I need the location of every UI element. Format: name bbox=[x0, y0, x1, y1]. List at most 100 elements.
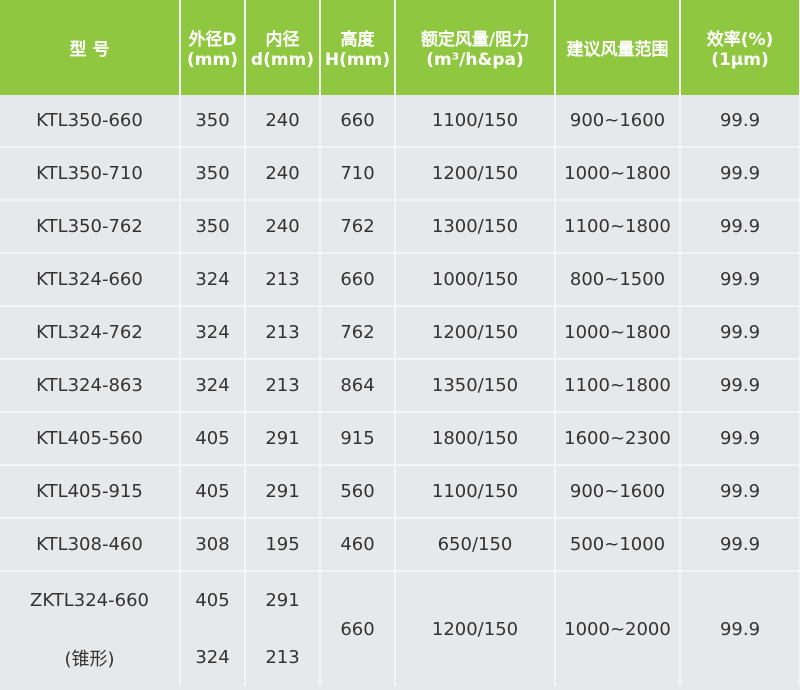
cell: ZKTL324-660 bbox=[0, 571, 181, 629]
header-line: (m³/h&pa) bbox=[426, 50, 524, 70]
cell: 240 bbox=[245, 95, 321, 148]
header-cell: 型 号 bbox=[0, 0, 181, 95]
cell: 1000/150 bbox=[395, 253, 556, 307]
cell: 915 bbox=[320, 412, 396, 466]
cell: 405 bbox=[180, 465, 246, 519]
cell: 660 bbox=[320, 253, 396, 307]
header-line: 内径 bbox=[265, 30, 300, 50]
cell: 213 bbox=[245, 253, 321, 307]
cell: 99.9 bbox=[680, 253, 800, 307]
header-line: (1μm) bbox=[711, 50, 769, 70]
cell: KTL350-710 bbox=[0, 147, 181, 201]
cell: 99.9 bbox=[680, 465, 800, 519]
cell: 291 bbox=[245, 412, 321, 466]
header-cell: 建议风量范围 bbox=[555, 0, 681, 95]
row: KTL350-660 350 240 660 1100/150 900~1600 99.9 bbox=[0, 95, 800, 148]
cell: 500~1000 bbox=[555, 518, 681, 572]
cell: 900~1600 bbox=[555, 95, 681, 148]
cell: KTL324-863 bbox=[0, 359, 181, 413]
cell: 460 bbox=[320, 518, 396, 572]
header-cell: 额定风量/阻力 (m³/h&pa) bbox=[395, 0, 556, 95]
header-cell: 内径 d(mm) bbox=[245, 0, 321, 95]
cell: 1200/150 bbox=[395, 306, 556, 360]
row: KTL350-762 350 240 762 1300/150 1100~1800 99.9 bbox=[0, 200, 800, 254]
cell: KTL324-660 bbox=[0, 253, 181, 307]
cell: 350 bbox=[180, 95, 246, 148]
cell: 1100/150 bbox=[395, 465, 556, 519]
cell: (锥形) bbox=[0, 629, 181, 686]
row: KTL308-460 308 195 460 650/150 500~1000 99.9 bbox=[0, 518, 800, 572]
header-line: 外径D bbox=[188, 30, 237, 50]
header-line: H(mm) bbox=[324, 50, 391, 70]
cell: 1100~1800 bbox=[555, 200, 681, 254]
cell: 405 bbox=[180, 412, 246, 466]
cell: 560 bbox=[320, 465, 396, 519]
cell: 99.9 bbox=[680, 95, 800, 148]
header-line: 建议风量范围 bbox=[566, 40, 669, 60]
cell: 1000~1800 bbox=[555, 306, 681, 360]
merged-row: ZKTL324-660 405 291 660 1200/150 1000~2000 99.… bbox=[0, 571, 800, 686]
cell: 660 bbox=[320, 571, 396, 686]
cell: 240 bbox=[245, 147, 321, 201]
cell: KTL324-762 bbox=[0, 306, 181, 360]
cell: 1000~2000 bbox=[555, 571, 681, 686]
cell: 1000~1800 bbox=[555, 147, 681, 201]
cell: 99.9 bbox=[680, 359, 800, 413]
row: KTL324-762 324 213 762 1200/150 1000~1800 99.9 bbox=[0, 306, 800, 360]
cell: 195 bbox=[245, 518, 321, 572]
header-line: 高度 bbox=[340, 30, 375, 50]
cell: 99.9 bbox=[680, 412, 800, 466]
cell: 99.9 bbox=[680, 306, 800, 360]
cell: 762 bbox=[320, 200, 396, 254]
header-cell: 高度 H(mm) bbox=[320, 0, 396, 95]
cell: 99.9 bbox=[680, 518, 800, 572]
cell: 350 bbox=[180, 147, 246, 201]
cell: 324 bbox=[180, 629, 246, 686]
cell: KTL405-915 bbox=[0, 465, 181, 519]
cell: KTL405-560 bbox=[0, 412, 181, 466]
cell: 291 bbox=[245, 465, 321, 519]
cell: 405 bbox=[180, 571, 246, 629]
cell: 213 bbox=[245, 359, 321, 413]
header-cell: 效率(%) (1μm) bbox=[680, 0, 800, 95]
cell: 1100/150 bbox=[395, 95, 556, 148]
cell: 324 bbox=[180, 359, 246, 413]
cell: 762 bbox=[320, 306, 396, 360]
cell: 800~1500 bbox=[555, 253, 681, 307]
cell: 660 bbox=[320, 95, 396, 148]
row: KTL324-660 324 213 660 1000/150 800~1500 99.9 bbox=[0, 253, 800, 307]
cell: 650/150 bbox=[395, 518, 556, 572]
cell: 291 bbox=[245, 571, 321, 629]
cell: 710 bbox=[320, 147, 396, 201]
row: KTL405-560 405 291 915 1800/150 1600~2300 99.9 bbox=[0, 412, 800, 466]
cell: 213 bbox=[245, 629, 321, 686]
cell: 99.9 bbox=[680, 571, 800, 686]
row: KTL350-710 350 240 710 1200/150 1000~1800 99.9 bbox=[0, 147, 800, 201]
cell: 1800/150 bbox=[395, 412, 556, 466]
table-body: KTL350-660 350 240 660 1100/150 900~1600 99.9 K… bbox=[0, 95, 800, 686]
cell: 864 bbox=[320, 359, 396, 413]
cell: 900~1600 bbox=[555, 465, 681, 519]
cell: KTL350-660 bbox=[0, 95, 181, 148]
header-row: 型 号外径D (mm) 内径 d(mm) 高度 H(mm) 额定风量/阻力 (m³/h&pa)… bbox=[0, 0, 800, 95]
cell: 324 bbox=[180, 306, 246, 360]
header-line: (mm) bbox=[187, 50, 238, 70]
row: KTL405-915 405 291 560 1100/150 900~1600 99.9 bbox=[0, 465, 800, 519]
header-line: 效率(%) bbox=[706, 30, 774, 50]
header-line: 额定风量/阻力 bbox=[420, 30, 530, 50]
merged-row: (锥形) 324 213 bbox=[0, 629, 800, 686]
cell: KTL308-460 bbox=[0, 518, 181, 572]
header-line: d(mm) bbox=[250, 50, 315, 70]
cell: 240 bbox=[245, 200, 321, 254]
row: KTL324-863 324 213 864 1350/150 1100~1800 99.9 bbox=[0, 359, 800, 413]
cell: 213 bbox=[245, 306, 321, 360]
cell: 1600~2300 bbox=[555, 412, 681, 466]
cell: 350 bbox=[180, 200, 246, 254]
cell: 1350/150 bbox=[395, 359, 556, 413]
cell: 1200/150 bbox=[395, 147, 556, 201]
cell: 324 bbox=[180, 253, 246, 307]
cell: 1300/150 bbox=[395, 200, 556, 254]
cell: 308 bbox=[180, 518, 246, 572]
cell: 99.9 bbox=[680, 200, 800, 254]
